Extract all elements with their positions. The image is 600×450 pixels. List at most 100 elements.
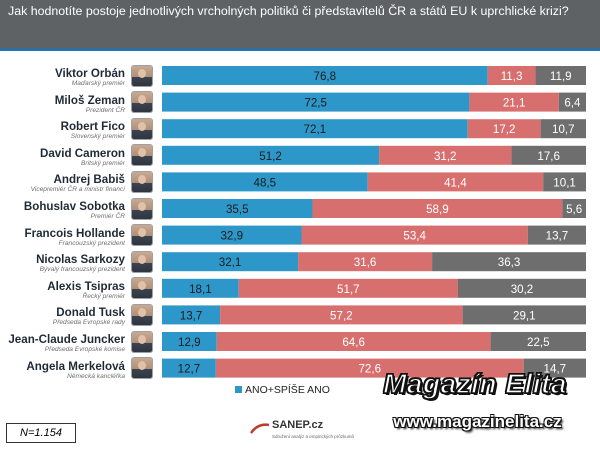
portrait-icon-bohuslav-sobotka bbox=[132, 198, 152, 219]
bar-label-no-jean-claude-juncker: 64,6 bbox=[342, 336, 365, 349]
bar-label-no-nicolas-sarkozy: 31,6 bbox=[354, 256, 377, 269]
bar-label-na-andrej-babis: 10,1 bbox=[553, 176, 576, 189]
bar-na-viktor-orban bbox=[535, 66, 586, 85]
portrait-icon-donald-tusk bbox=[132, 304, 152, 325]
bar-label-na-robert-fico: 10,7 bbox=[552, 123, 575, 136]
bar-label-yes-alexis-tsipras: 18,1 bbox=[189, 283, 212, 296]
bar-label-yes-angela-merkelova: 12,7 bbox=[178, 363, 201, 376]
politician-name-nicolas-sarkozy: Nicolas Sarkozy bbox=[36, 253, 125, 267]
bar-label-na-angela-merkelova: 14,7 bbox=[544, 363, 567, 376]
bar-na-david-cameron bbox=[511, 145, 586, 165]
portrait-icon-alexis-tsipras bbox=[132, 278, 152, 299]
bar-label-yes-viktor-orban: 76,8 bbox=[314, 70, 337, 83]
bar-yes-donald-tusk bbox=[162, 305, 221, 325]
portrait-icon-robert-fico bbox=[132, 118, 152, 139]
bar-yes-viktor-orban bbox=[162, 66, 488, 85]
politician-name-viktor-orban: Viktor Orbán bbox=[54, 67, 125, 80]
portrait-icon-francois-hollande bbox=[132, 225, 152, 246]
politician-role-donald-tusk: Předseda Evropské rady bbox=[52, 319, 125, 327]
bar-label-yes-jean-claude-juncker: 12,9 bbox=[178, 336, 201, 349]
bar-na-jean-claude-juncker bbox=[490, 332, 586, 351]
portrait-icon-angela-merkelova bbox=[132, 358, 152, 379]
bar-no-nicolas-sarkozy bbox=[298, 252, 433, 272]
bar-label-na-david-cameron: 17,6 bbox=[537, 150, 560, 163]
politician-role-jean-claude-juncker: Předseda Evropské komise bbox=[44, 346, 125, 353]
bar-label-no-andrej-babis: 41,4 bbox=[444, 176, 467, 189]
bar-label-yes-francois-hollande: 32,9 bbox=[220, 230, 243, 243]
politician-role-andrej-babis: Vicepremiér ČR a ministr financí bbox=[30, 186, 125, 194]
bar-yes-milos-zeman bbox=[162, 92, 470, 112]
watermark-title: Magazín Elita bbox=[382, 367, 567, 400]
politician-name-andrej-babis: Andrej Babiš bbox=[53, 173, 125, 187]
bar-yes-robert-fico bbox=[162, 119, 468, 139]
bar-na-francois-hollande bbox=[527, 225, 586, 245]
politician-role-milos-zeman: Prezident ČR bbox=[85, 106, 125, 114]
politician-name-alexis-tsipras: Alexis Tsipras bbox=[47, 279, 125, 293]
portrait-icon-milos-zeman bbox=[132, 92, 152, 113]
portrait-icon-viktor-orban bbox=[132, 65, 152, 86]
bar-na-donald-tusk bbox=[462, 305, 586, 325]
sanep-name: SANEP.cz bbox=[272, 419, 324, 431]
bar-label-yes-nicolas-sarkozy: 32,1 bbox=[219, 256, 242, 269]
bar-no-alexis-tsipras bbox=[238, 278, 458, 298]
chart-title: Jak hodnotíte postoje jednotlivých vrcho… bbox=[8, 4, 569, 18]
politician-role-angela-merkelova: Německá kancléřka bbox=[67, 372, 125, 380]
bar-no-francois-hollande bbox=[301, 225, 528, 245]
bar-yes-andrej-babis bbox=[162, 172, 368, 192]
bar-na-angela-merkelova bbox=[523, 358, 586, 378]
bar-label-no-bohuslav-sobotka: 58,9 bbox=[426, 203, 449, 216]
politician-role-robert-fico: Slovenský premiér bbox=[70, 133, 125, 141]
bar-no-jean-claude-juncker bbox=[216, 332, 491, 351]
politician-name-angela-merkelova: Angela Merkelová bbox=[26, 359, 125, 373]
bar-label-na-nicolas-sarkozy: 36,3 bbox=[498, 256, 521, 269]
bar-label-no-robert-fico: 17,2 bbox=[493, 123, 516, 136]
bar-no-angela-merkelova bbox=[215, 358, 524, 378]
header-band bbox=[0, 0, 600, 48]
bar-label-yes-milos-zeman: 72,5 bbox=[304, 97, 327, 110]
bar-label-yes-andrej-babis: 48,5 bbox=[254, 176, 277, 189]
watermark-url: www.magazinelita.cz bbox=[393, 412, 562, 431]
portrait-icon-andrej-babis bbox=[132, 171, 152, 192]
politician-name-bohuslav-sobotka: Bohuslav Sobotka bbox=[23, 200, 125, 213]
bar-na-nicolas-sarkozy bbox=[432, 252, 586, 272]
bar-no-milos-zeman bbox=[469, 92, 559, 112]
legend-label-yes: ANO+SPÍŠE ANO bbox=[245, 384, 330, 396]
bar-label-no-david-cameron: 31,2 bbox=[434, 150, 457, 163]
bar-label-no-viktor-orban: 11,3 bbox=[501, 70, 523, 83]
bar-no-bohuslav-sobotka bbox=[312, 199, 563, 218]
bar-na-andrej-babis bbox=[543, 172, 586, 192]
legend-swatch-yes bbox=[235, 386, 242, 393]
bar-label-no-alexis-tsipras: 51,7 bbox=[337, 283, 360, 296]
sanep-logo: SANEP.cz Sdružení analýz a empirických p… bbox=[250, 417, 354, 447]
bar-label-na-viktor-orban: 11,9 bbox=[550, 70, 572, 83]
politician-role-francois-hollande: Francouzský prezident bbox=[58, 239, 125, 247]
bar-yes-nicolas-sarkozy bbox=[162, 252, 299, 272]
legend: ANO+SPÍŠE ANO bbox=[235, 384, 330, 396]
bar-label-na-jean-claude-juncker: 22,5 bbox=[527, 336, 550, 349]
bar-label-yes-david-cameron: 51,2 bbox=[259, 150, 282, 163]
bar-no-robert-fico bbox=[467, 119, 541, 139]
politician-name-robert-fico: Robert Fico bbox=[60, 120, 125, 134]
bar-yes-david-cameron bbox=[162, 145, 380, 165]
header-rule bbox=[0, 48, 600, 51]
portrait-icon-jean-claude-juncker bbox=[132, 331, 152, 352]
politician-name-donald-tusk: Donald Tusk bbox=[56, 306, 125, 320]
sanep-arrow-icon bbox=[250, 423, 270, 434]
bar-no-viktor-orban bbox=[487, 66, 536, 85]
bar-label-na-bohuslav-sobotka: 5,6 bbox=[566, 203, 582, 216]
bar-no-andrej-babis bbox=[367, 172, 544, 192]
bar-label-yes-robert-fico: 72,1 bbox=[304, 123, 327, 136]
bar-label-no-donald-tusk: 57,2 bbox=[330, 309, 353, 322]
bar-label-no-milos-zeman: 21,1 bbox=[503, 97, 526, 110]
bar-label-na-francois-hollande: 13,7 bbox=[546, 230, 569, 243]
bar-na-robert-fico bbox=[540, 119, 586, 139]
politician-name-jean-claude-juncker: Jean-Claude Juncker bbox=[8, 333, 125, 346]
bar-na-bohuslav-sobotka bbox=[562, 199, 586, 218]
bar-yes-jean-claude-juncker bbox=[162, 332, 217, 351]
sanep-tagline: Sdružení analýz a empirických průzkumů bbox=[272, 434, 355, 439]
portrait-icon-david-cameron bbox=[132, 145, 152, 166]
politician-role-david-cameron: Britský premiér bbox=[81, 159, 125, 167]
bar-label-na-alexis-tsipras: 30,2 bbox=[511, 283, 534, 296]
bar-label-no-francois-hollande: 53,4 bbox=[403, 230, 426, 243]
